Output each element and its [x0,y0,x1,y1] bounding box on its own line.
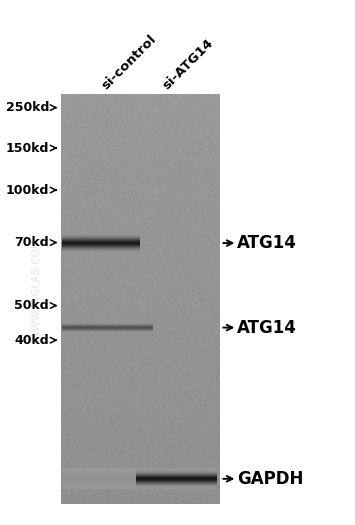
Text: 100kd: 100kd [6,184,49,196]
Text: 250kd: 250kd [6,101,49,114]
Text: si-ATG14: si-ATG14 [160,36,215,92]
Text: WWW.PTGLAB.COM: WWW.PTGLAB.COM [32,238,42,340]
Text: GAPDH: GAPDH [237,470,304,488]
Text: 40kd: 40kd [14,334,49,346]
Text: ATG14: ATG14 [237,319,297,337]
Text: 50kd: 50kd [14,299,49,312]
Text: si-control: si-control [99,32,159,92]
Text: ATG14: ATG14 [237,234,297,252]
Text: 70kd: 70kd [14,236,49,249]
Text: 150kd: 150kd [6,142,49,154]
